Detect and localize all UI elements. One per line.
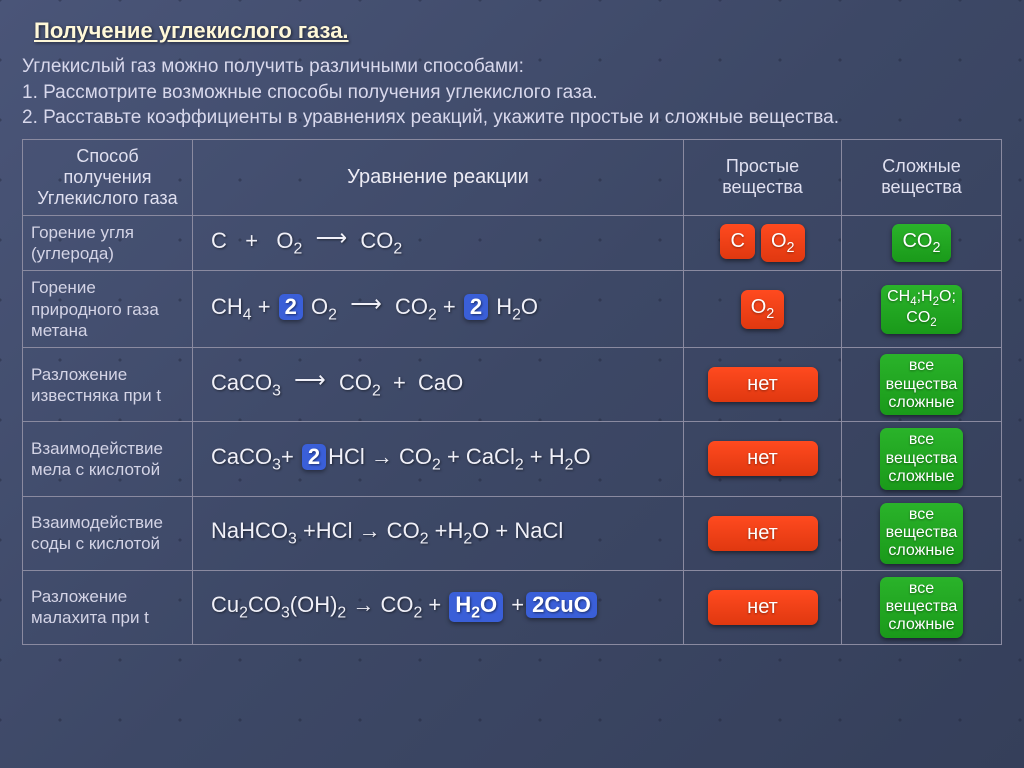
complex-cell: всевеществасложные [842,496,1002,570]
substance-badge: нет [708,590,818,625]
slide-title: Получение углекислого газа. [34,18,1002,44]
equation-cell: NaHCO3 +HCl → CO2 +H2O + NaCl [193,496,684,570]
equation-cell: CaCO3+ 2HCl → CO2 + CaCl2 + H2O [193,422,684,496]
substance-badge: всевеществасложные [880,577,964,638]
complex-cell: всевеществасложные [842,570,1002,644]
simple-cell: нет [684,422,842,496]
substance-badge: C [720,224,754,259]
complex-cell: всевеществасложные [842,348,1002,422]
simple-cell: CO2 [684,215,842,271]
substance-badge: нет [708,516,818,551]
simple-cell: нет [684,496,842,570]
header-equation: Уравнение реакции [193,139,684,215]
substance-badge: всевеществасложные [880,354,964,415]
substance-badge: всевеществасложные [880,503,964,564]
substance-badge: нет [708,441,818,476]
method-cell: Горение угля (углерода) [23,215,193,271]
substance-badge: CO2 [892,224,950,263]
method-cell: Взаимодействие соды с кислотой [23,496,193,570]
table-row: Разложение малахита при tCu2CO3(OH)2 → C… [23,570,1002,644]
table-row: Горение природного газа метанаCH4 + 2 O2… [23,271,1002,348]
equation-cell: C + O2⟶CO2 [193,215,684,271]
substance-badge: всевеществасложные [880,428,964,489]
table-row: Горение угля (углерода)C + O2⟶CO2CO2CO2 [23,215,1002,271]
equation-cell: CaCO3⟶CO2 + CaO [193,348,684,422]
substance-badge: O2 [741,290,785,329]
header-method: Способ получения Углекислого газа [23,139,193,215]
simple-cell: нет [684,570,842,644]
complex-cell: CH4;H2O;CO2 [842,271,1002,348]
substance-badge: нет [708,367,818,402]
header-complex: Сложные вещества [842,139,1002,215]
substance-badge: O2 [761,224,805,263]
header-simple: Простые вещества [684,139,842,215]
substance-badge: CH4;H2O;CO2 [881,285,962,334]
complex-cell: всевеществасложные [842,422,1002,496]
table-row: Разложение известняка при tCaCO3⟶CO2 + C… [23,348,1002,422]
table-row: Взаимодействие мела с кислотойCaCO3+ 2HC… [23,422,1002,496]
method-cell: Взаимодействие мела с кислотой [23,422,193,496]
method-cell: Разложение малахита при t [23,570,193,644]
method-cell: Разложение известняка при t [23,348,193,422]
reactions-table: Способ получения Углекислого газа Уравне… [22,139,1002,645]
equation-cell: CH4 + 2 O2⟶CO2 + 2 H2O [193,271,684,348]
intro-text: Углекислый газ можно получить различными… [22,54,1002,131]
simple-cell: нет [684,348,842,422]
complex-cell: CO2 [842,215,1002,271]
method-cell: Горение природного газа метана [23,271,193,348]
table-row: Взаимодействие соды с кислотойNaHCO3 +HC… [23,496,1002,570]
equation-cell: Cu2CO3(OH)2 → CO2 + H2O +2CuO [193,570,684,644]
simple-cell: O2 [684,271,842,348]
